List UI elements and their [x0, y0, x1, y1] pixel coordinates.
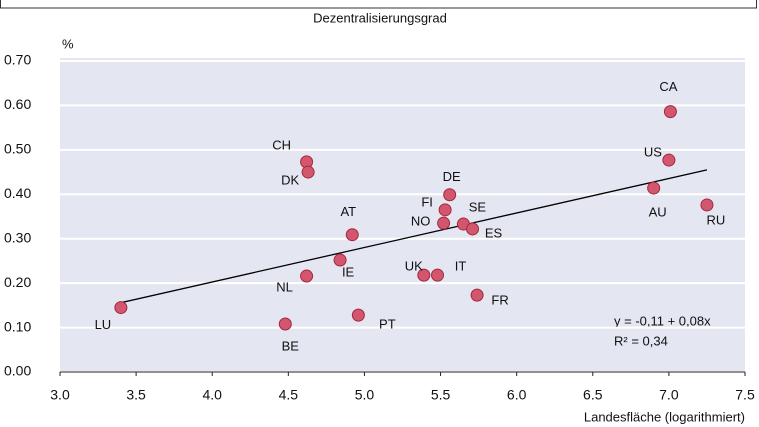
x-tick-label: 6.0: [507, 387, 527, 403]
point-label: IE: [342, 264, 355, 279]
point-label: NL: [276, 279, 293, 294]
x-tick-label: 3.0: [50, 387, 70, 403]
point: [437, 216, 451, 230]
point: [700, 198, 714, 212]
point: [345, 228, 359, 242]
point-label: UK: [405, 259, 423, 274]
y-unit: %: [62, 36, 74, 51]
point-label: ES: [485, 225, 503, 240]
x-axis-title: Landesfläche (logarithmiert): [584, 409, 745, 424]
point: [466, 222, 480, 236]
x-tick-label: 5.5: [431, 387, 451, 403]
point-label: SE: [469, 199, 487, 214]
point-label: CA: [659, 79, 677, 94]
point: [470, 288, 484, 302]
point: [417, 268, 431, 282]
y-tick-label: 0.70: [4, 52, 31, 68]
point-label: PT: [379, 317, 396, 332]
point-label: US: [644, 145, 662, 160]
point: [647, 181, 661, 195]
x-tick-label: 7.0: [659, 387, 679, 403]
x-tick-label: 6.5: [583, 387, 603, 403]
y-tick-label: 0.50: [4, 141, 31, 157]
annotation: y = -0,11 + 0,08x: [614, 313, 711, 328]
y-tick-label: 0.40: [4, 185, 31, 201]
point-label: BE: [282, 338, 300, 353]
annotation: R² = 0,34: [614, 333, 668, 348]
point: [278, 317, 292, 331]
point-label: AU: [649, 205, 667, 220]
x-tick-label: 3.5: [126, 387, 146, 403]
x-tick-label: 7.5: [735, 387, 755, 403]
y-tick-label: 0.00: [4, 363, 31, 379]
y-tick-label: 0.60: [4, 96, 31, 112]
point-label: CH: [272, 137, 291, 152]
subtitle: Dezentralisierungsgrad: [313, 10, 447, 25]
point: [431, 268, 445, 282]
point-label: FI: [421, 194, 433, 209]
point-label: RU: [707, 212, 726, 227]
point: [443, 188, 457, 202]
point: [300, 269, 314, 283]
y-tick-label: 0.20: [4, 274, 31, 290]
plot-area: [60, 58, 745, 372]
point: [663, 105, 677, 119]
point-label: FR: [491, 293, 508, 308]
y-tick-label: 0.10: [4, 318, 31, 334]
point: [351, 308, 365, 322]
title-box: [0, 0, 757, 9]
point: [301, 165, 315, 179]
point-label: AT: [340, 204, 356, 219]
point: [333, 253, 347, 267]
point-label: NO: [411, 214, 431, 229]
point: [114, 301, 128, 315]
point-label: DE: [443, 169, 461, 184]
y-tick-label: 0.30: [4, 229, 31, 245]
x-tick-label: 4.5: [279, 387, 299, 403]
point: [662, 153, 676, 167]
point-label: LU: [95, 317, 112, 332]
trend-line: [120, 169, 708, 304]
x-tick-label: 5.0: [355, 387, 375, 403]
point-label: IT: [455, 259, 467, 274]
x-tick-label: 4.0: [202, 387, 222, 403]
point: [438, 203, 452, 217]
point-label: DK: [281, 173, 299, 188]
